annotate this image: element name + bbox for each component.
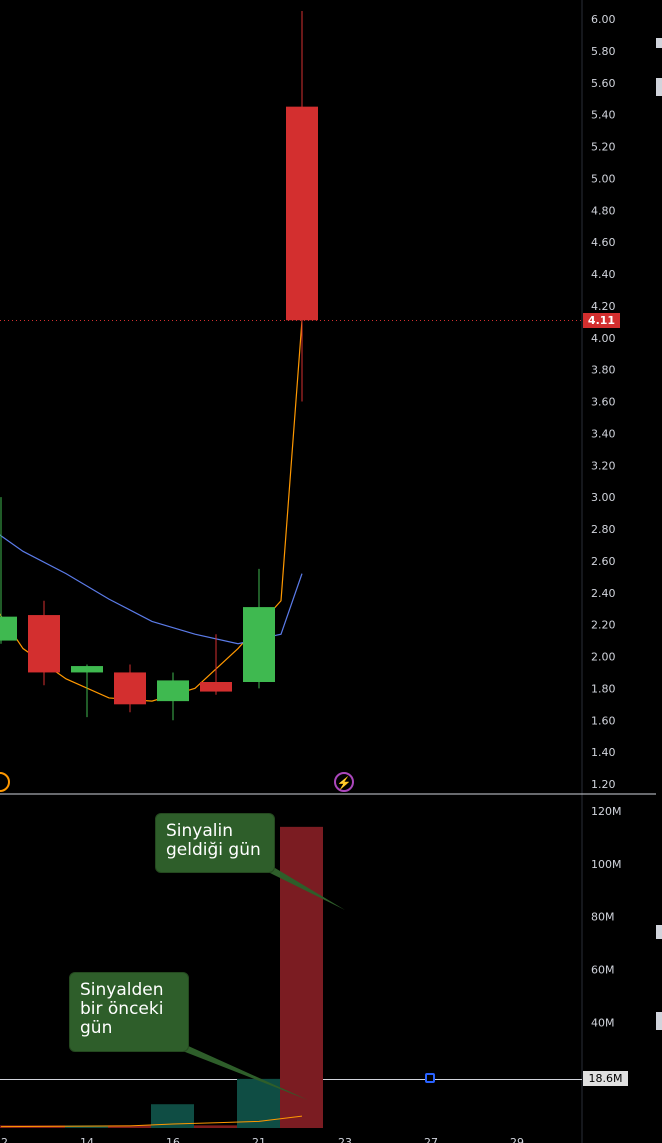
edge-toolbar-mark xyxy=(656,925,662,939)
price-tick-label: 5.60 xyxy=(591,77,616,90)
time-axis: 12 14 16 21 23 27 29 xyxy=(0,1136,524,1143)
price-tick-label: 2.80 xyxy=(591,523,616,536)
price-tick-label: 4.20 xyxy=(591,300,616,313)
price-tick-label: 1.40 xyxy=(591,746,616,759)
price-tick-label: 3.80 xyxy=(591,364,616,377)
volume-bar xyxy=(280,826,323,1128)
callout-pointer-signal xyxy=(265,862,345,910)
time-tick-label: 29 xyxy=(510,1136,524,1143)
price-tick-label: 4.40 xyxy=(591,268,616,281)
candle-body xyxy=(28,615,60,673)
volume-axis: 40M 60M 80M 100M 120M xyxy=(591,805,622,1029)
price-tick-label: 5.20 xyxy=(591,141,616,154)
price-tick-label: 2.60 xyxy=(591,555,616,568)
drag-handle[interactable] xyxy=(425,1073,435,1083)
candle-body xyxy=(200,682,232,692)
price-tick-label: 5.80 xyxy=(591,45,616,58)
time-tick-label: 27 xyxy=(424,1136,438,1143)
candle-body xyxy=(71,666,103,673)
time-tick-label: 21 xyxy=(252,1136,266,1143)
time-tick-label: 16 xyxy=(166,1136,180,1143)
volume-tick-label: 120M xyxy=(591,805,622,818)
price-axis: 1.20 1.40 1.60 1.80 2.00 2.20 2.40 2.60 2.80 3.00… xyxy=(591,13,616,791)
price-tick-label: 3.20 xyxy=(591,459,616,472)
edge-toolbar-mark xyxy=(656,1012,662,1030)
price-tick-label: 2.00 xyxy=(591,651,616,664)
volume-ma xyxy=(0,1115,303,1128)
time-tick-label: 12 xyxy=(0,1136,8,1143)
price-tick-label: 3.60 xyxy=(591,396,616,409)
callout-pointer-before xyxy=(175,1040,308,1100)
price-tick-label: 4.00 xyxy=(591,332,616,345)
volume-bar xyxy=(194,1125,237,1128)
price-tick-label: 1.60 xyxy=(591,714,616,727)
price-tick-label: 5.40 xyxy=(591,109,616,122)
volume-tick-label: 80M xyxy=(591,911,615,924)
price-tick-label: 6.00 xyxy=(591,13,616,26)
volume-bar xyxy=(108,1125,151,1128)
volume-value-tag: 18.6M xyxy=(583,1071,628,1086)
price-tick-label: 4.60 xyxy=(591,236,616,249)
price-tick-label: 5.00 xyxy=(591,172,616,185)
lightning-icon[interactable]: ⚡ xyxy=(334,772,354,792)
volume-bar xyxy=(65,1125,108,1128)
price-tick-label: 1.80 xyxy=(591,682,616,695)
edge-toolbar-mark xyxy=(656,78,662,96)
price-tick-label: 3.00 xyxy=(591,491,616,504)
price-tick-label: 2.40 xyxy=(591,587,616,600)
candle-body xyxy=(243,607,275,682)
price-tick-label: 2.20 xyxy=(591,619,616,632)
last-price-tag: 4.11 xyxy=(583,313,620,328)
lightning-glyph: ⚡ xyxy=(336,776,352,790)
time-tick-label: 23 xyxy=(338,1136,352,1143)
candle-body xyxy=(286,106,318,321)
time-tick-label: 14 xyxy=(80,1136,94,1143)
candles xyxy=(0,11,318,721)
edge-toolbar-mark xyxy=(656,38,662,48)
annotation-day-before[interactable]: Sinyalden bir önceki gün xyxy=(69,972,189,1052)
annotation-day-before-text: Sinyalden bir önceki gün xyxy=(80,980,164,1038)
volume-bar xyxy=(151,1104,194,1128)
price-tick-label: 1.20 xyxy=(591,778,616,791)
price-tick-label: 3.40 xyxy=(591,427,616,440)
candle-body xyxy=(0,616,17,641)
volume-tick-label: 40M xyxy=(591,1016,615,1029)
annotation-signal-day[interactable]: Sinyalin geldiği gün xyxy=(155,813,275,873)
volume-tick-label: 100M xyxy=(591,858,622,871)
volume-ma-line xyxy=(0,1115,303,1128)
candle-body xyxy=(114,672,146,705)
candle-body xyxy=(157,680,189,702)
price-tick-label: 4.80 xyxy=(591,204,616,217)
annotation-signal-day-text: Sinyalin geldiği gün xyxy=(166,821,261,860)
volume-tick-label: 60M xyxy=(591,964,615,977)
